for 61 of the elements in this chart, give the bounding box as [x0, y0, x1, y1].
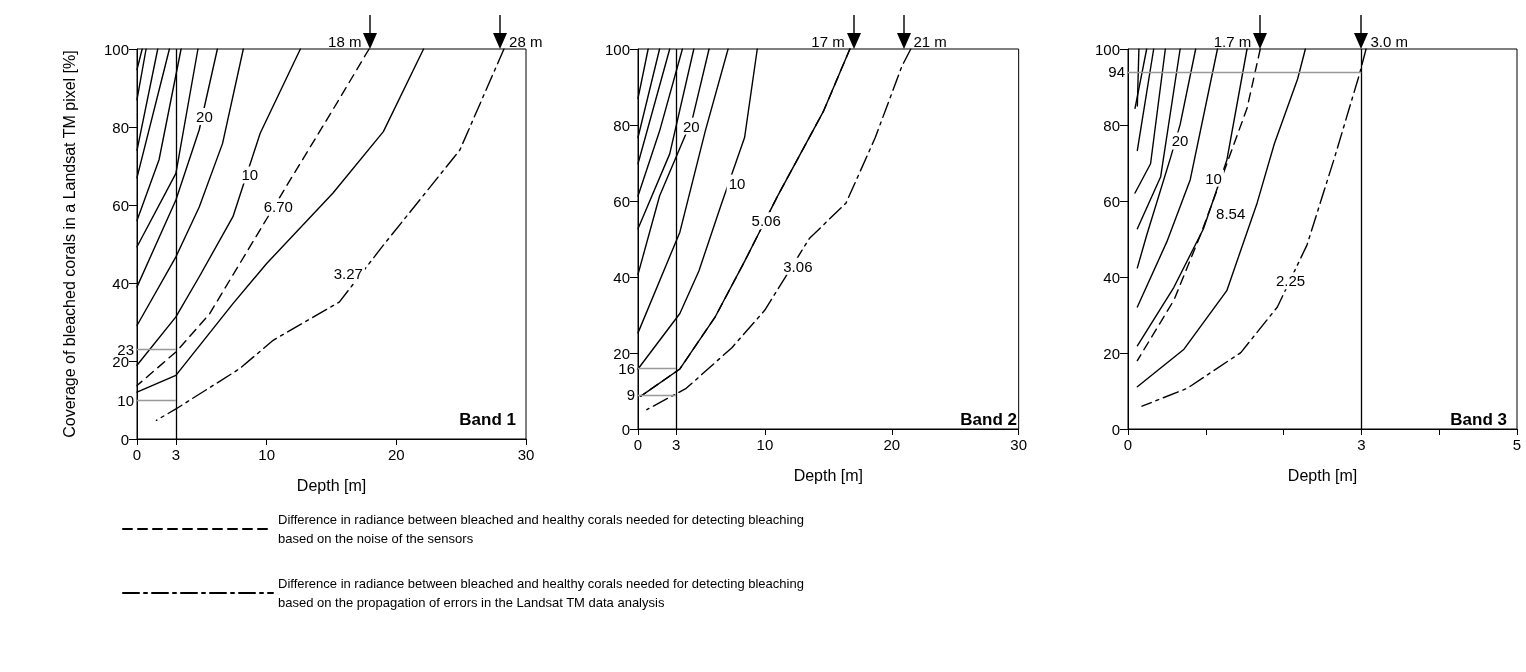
ref-line-label: 23: [117, 340, 134, 358]
annotation: 2.25: [1276, 272, 1306, 290]
x-axis-title: Depth [m]: [793, 466, 864, 484]
annotation: 20: [682, 117, 700, 135]
x-tick-label: 30: [517, 446, 535, 463]
x-axis-title: Depth [m]: [296, 476, 367, 494]
annotation: 5.06: [751, 212, 781, 230]
x-axis-title: Depth [m]: [1287, 466, 1358, 484]
x-tick-label: 20: [387, 446, 405, 463]
ref-line-label: 94: [1108, 63, 1125, 81]
x-tick-label: 0: [1123, 436, 1133, 453]
y-tick-label: 40: [613, 268, 630, 286]
annotation: 6.70: [263, 198, 293, 216]
annotation: Band 3: [1450, 410, 1507, 429]
x-tick-label: 3: [671, 436, 681, 453]
text: Difference in radiance between bleached and healthy corals needed for detecting bleaching based on the noise of the sensors: [278, 512, 808, 546]
ref-line-label: 9: [626, 386, 635, 404]
annotation: 8.54: [1216, 205, 1246, 223]
y-tick-label: 60: [1103, 192, 1120, 210]
y-tick-label: 0: [1111, 420, 1120, 438]
annotation: 3.0 m: [1370, 32, 1408, 50]
y-tick-label: 20: [1103, 344, 1120, 362]
y-tick-label: 0: [621, 420, 630, 438]
y-tick-label: 100: [103, 40, 129, 58]
annotation: 18 m: [328, 32, 362, 50]
ref-line-label: 16: [618, 359, 635, 377]
y-axis-title: Coverage of bleached corals in a Landsat TM pixel [%]: [60, 50, 78, 438]
annotation: 10: [728, 174, 746, 192]
x-tick-label: 5: [1512, 436, 1522, 453]
x-tick-label: 3: [171, 446, 181, 463]
y-tick-label: 100: [604, 40, 630, 58]
y-tick-label: 100: [1094, 40, 1120, 58]
annotation: Band 1: [459, 410, 516, 429]
x-tick-label: 0: [633, 436, 643, 453]
x-tick-label: 3: [1357, 436, 1366, 453]
annotation: 3.27: [333, 265, 363, 283]
y-tick-label: 20: [613, 344, 630, 362]
text: Difference in radiance between bleached and healthy corals needed for detecting bleaching based on the propagation of errors in the Landsat TM data analysis: [278, 576, 808, 610]
annotation: 17 m: [811, 32, 845, 50]
y-tick-label: 80: [1103, 116, 1120, 134]
annotation: 20: [196, 107, 213, 125]
annotation: Band 2: [960, 410, 1017, 429]
annotation: 3.06: [783, 257, 813, 275]
y-tick-label: 60: [613, 192, 630, 210]
y-tick-label: 40: [112, 274, 129, 292]
x-tick-label: 10: [258, 446, 276, 463]
x-tick-label: 20: [883, 436, 901, 453]
y-tick-label: 80: [112, 118, 129, 136]
annotation: 20: [1171, 132, 1189, 150]
annotation: 10: [241, 166, 259, 184]
x-tick-label: 30: [1010, 436, 1027, 453]
ref-line-label: 10: [117, 391, 134, 409]
annotation: 10: [1205, 169, 1222, 187]
annotation: 21 m: [913, 32, 947, 50]
annotation: 1.7 m: [1213, 32, 1252, 50]
x-tick-label: 0: [132, 446, 142, 463]
annotation: 28 m: [509, 32, 543, 50]
y-tick-label: 60: [112, 196, 129, 214]
y-tick-label: 40: [1103, 268, 1120, 286]
y-tick-label: 80: [613, 116, 630, 134]
x-tick-label: 10: [756, 436, 774, 453]
